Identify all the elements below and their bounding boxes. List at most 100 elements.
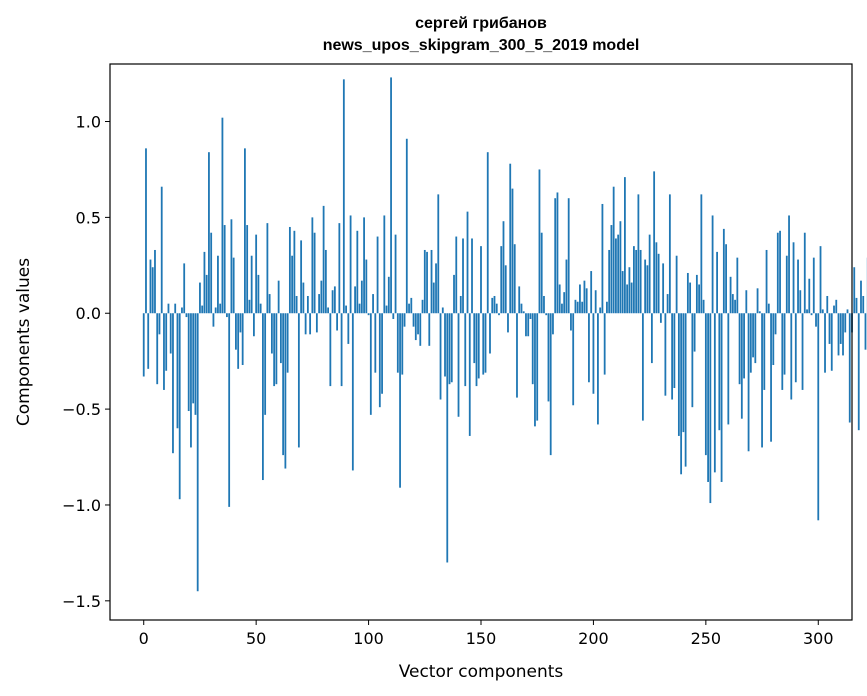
bar xyxy=(507,313,509,333)
bar xyxy=(468,313,471,436)
bar xyxy=(365,259,368,314)
bar xyxy=(190,313,192,448)
bar xyxy=(401,313,404,375)
bar xyxy=(648,234,651,314)
bar xyxy=(160,186,163,314)
bar xyxy=(444,313,446,377)
bar xyxy=(248,299,251,314)
bar xyxy=(682,313,685,433)
bar xyxy=(459,295,462,314)
bar xyxy=(540,232,543,314)
bar xyxy=(203,251,206,314)
bar xyxy=(725,244,727,314)
bar xyxy=(772,313,775,366)
bar xyxy=(743,313,745,379)
bar xyxy=(214,307,217,314)
bar xyxy=(516,313,518,398)
bar xyxy=(471,238,473,314)
bar xyxy=(830,313,833,371)
bar xyxy=(689,282,692,314)
bar xyxy=(270,313,273,354)
bar xyxy=(817,313,820,521)
bar xyxy=(745,290,748,314)
bar xyxy=(486,152,489,314)
bar xyxy=(367,313,370,316)
bar xyxy=(208,152,210,314)
y-tick-label: −0.5 xyxy=(62,400,101,419)
bar xyxy=(513,244,516,314)
bar xyxy=(619,221,622,314)
bar xyxy=(408,303,410,314)
x-axis-label: Vector components xyxy=(399,662,564,682)
bar xyxy=(428,313,431,346)
bar xyxy=(637,194,640,314)
bar xyxy=(810,313,813,316)
bar xyxy=(264,313,267,415)
bar xyxy=(275,313,278,385)
bar xyxy=(574,299,577,314)
bar xyxy=(297,313,300,448)
bar xyxy=(518,286,521,314)
bar xyxy=(686,272,689,314)
bar xyxy=(781,313,784,390)
bar xyxy=(549,313,552,456)
bar xyxy=(199,282,201,314)
bar xyxy=(163,313,165,390)
bar xyxy=(828,313,831,344)
bar xyxy=(538,169,541,314)
bar xyxy=(372,294,374,314)
bar xyxy=(432,282,435,314)
bar xyxy=(437,194,440,314)
bar xyxy=(815,313,817,327)
bar xyxy=(588,313,590,383)
bar xyxy=(410,297,413,314)
bar xyxy=(183,263,186,314)
x-tick-label: 150 xyxy=(466,629,497,648)
bar xyxy=(309,313,312,335)
bar xyxy=(644,259,647,314)
bar xyxy=(333,286,336,314)
bar xyxy=(315,313,318,333)
bar xyxy=(194,313,197,415)
y-axis-label: Components values xyxy=(14,258,34,426)
bar xyxy=(565,259,568,314)
bar xyxy=(635,249,638,314)
bar xyxy=(543,295,545,314)
bar xyxy=(779,230,781,314)
bar xyxy=(291,255,294,314)
bar xyxy=(302,282,305,314)
bar xyxy=(374,313,377,373)
bar xyxy=(606,301,608,314)
bar xyxy=(473,313,476,364)
bar xyxy=(608,249,611,314)
bar xyxy=(174,303,177,314)
bar xyxy=(241,313,244,366)
bar xyxy=(147,313,150,369)
bar xyxy=(612,186,615,314)
bar xyxy=(785,255,788,314)
bar xyxy=(421,299,424,314)
bar xyxy=(255,234,258,314)
y-axis-ticks: −1.5 −1.0 −0.5 0.0 0.5 1.0 xyxy=(62,113,110,611)
bar xyxy=(615,238,617,314)
bar xyxy=(313,232,316,314)
bar xyxy=(808,278,811,314)
bar xyxy=(464,313,467,387)
bar xyxy=(545,313,548,316)
bar xyxy=(320,280,323,314)
bar xyxy=(561,303,563,314)
bar xyxy=(205,274,208,314)
bar xyxy=(664,313,667,396)
bar xyxy=(172,313,174,454)
bar xyxy=(235,313,237,350)
bar xyxy=(675,255,678,314)
bar xyxy=(329,313,332,387)
bar xyxy=(439,313,442,400)
bar xyxy=(446,313,449,563)
bar xyxy=(336,313,338,331)
axes-frame xyxy=(109,63,853,621)
bar xyxy=(356,230,359,314)
bar xyxy=(758,311,761,314)
bar xyxy=(666,294,669,314)
bar xyxy=(484,313,487,373)
